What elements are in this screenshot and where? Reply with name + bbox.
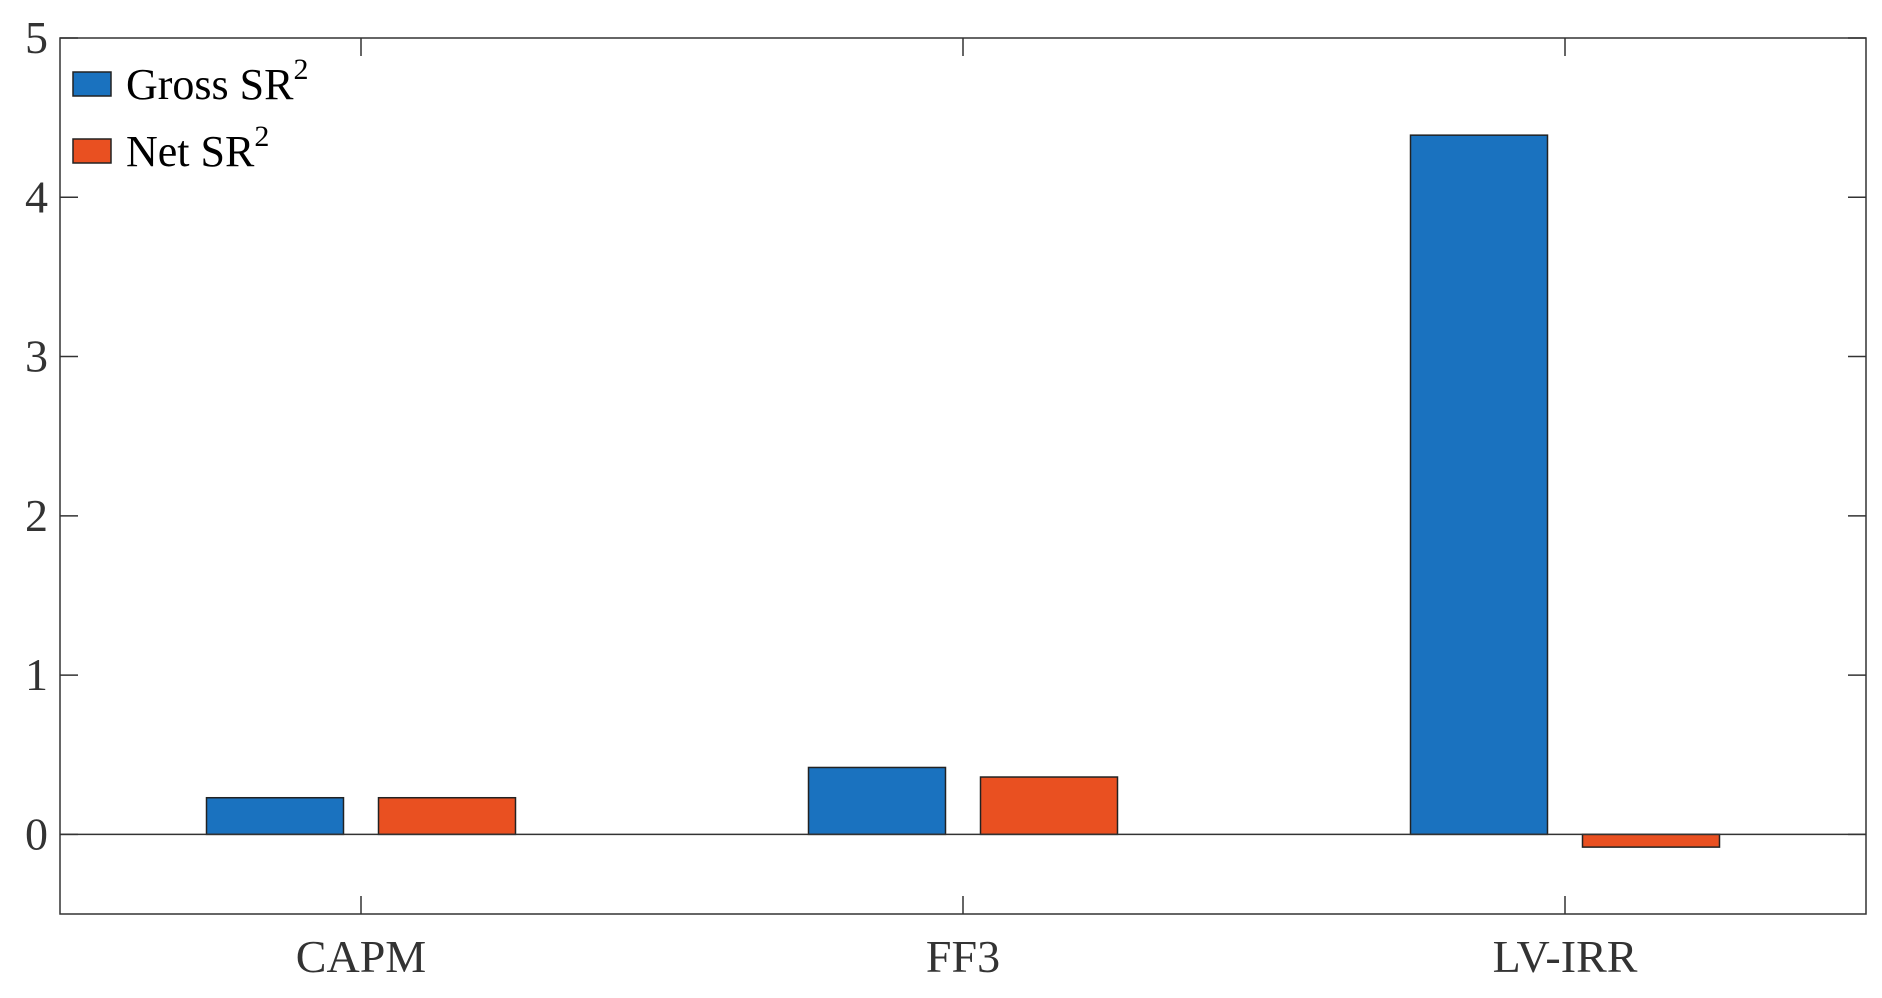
bar-lv-irr-gross xyxy=(1409,134,1549,836)
y-tick-label: 2 xyxy=(25,490,48,541)
axis-ticks xyxy=(60,37,1866,914)
y-tick-label: 3 xyxy=(25,331,48,382)
legend-label-gross: Gross SR2 xyxy=(126,53,309,109)
y-tick-label: 0 xyxy=(25,808,48,859)
x-tick-label: LV-IRR xyxy=(1493,931,1638,982)
x-tick-label: CAPM xyxy=(296,931,426,982)
x-axis-tick-labels: CAPM FF3 LV-IRR xyxy=(296,931,1638,982)
y-tick-label: 4 xyxy=(25,171,48,222)
x-tick-label: FF3 xyxy=(926,931,1000,982)
bar-capm-net xyxy=(377,796,517,836)
plot-background xyxy=(60,38,1866,914)
y-tick-label: 1 xyxy=(25,649,48,700)
bar-capm-gross xyxy=(205,796,345,836)
legend-swatch-gross xyxy=(72,71,112,97)
bar-lv-irr-net xyxy=(1581,833,1721,848)
y-axis-tick-labels: 0 1 2 3 4 5 xyxy=(25,12,48,859)
bar-ff3-gross xyxy=(807,766,947,836)
bar-ff3-net xyxy=(979,776,1119,836)
y-tick-label: 5 xyxy=(25,12,48,63)
legend: Gross SR2 Net SR2 xyxy=(72,53,309,176)
legend-label-net: Net SR2 xyxy=(126,120,269,176)
legend-swatch-net xyxy=(72,138,112,164)
bars xyxy=(205,134,1721,848)
